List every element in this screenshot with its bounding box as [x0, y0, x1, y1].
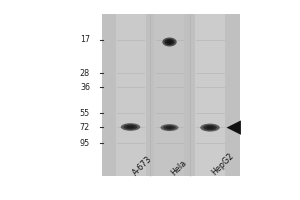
Ellipse shape [162, 38, 177, 46]
Ellipse shape [163, 125, 176, 130]
Ellipse shape [167, 40, 172, 44]
Ellipse shape [127, 125, 134, 129]
Text: 28: 28 [80, 68, 90, 77]
Text: HepG2: HepG2 [210, 151, 236, 177]
Bar [154, 14, 184, 176]
Ellipse shape [124, 124, 137, 130]
Text: 55: 55 [80, 108, 90, 117]
Text: 17: 17 [80, 36, 90, 45]
Polygon shape [226, 120, 241, 135]
Ellipse shape [164, 39, 175, 45]
Bar [102, 14, 240, 176]
Text: Hela: Hela [169, 158, 189, 177]
Ellipse shape [200, 124, 220, 132]
Bar [116, 14, 146, 176]
Ellipse shape [121, 123, 140, 131]
Ellipse shape [203, 125, 217, 130]
Ellipse shape [166, 126, 173, 129]
Text: 95: 95 [80, 138, 90, 148]
Text: 36: 36 [80, 83, 90, 92]
Ellipse shape [206, 126, 214, 129]
Ellipse shape [160, 124, 178, 131]
Text: 72: 72 [80, 122, 90, 132]
Text: A-673: A-673 [130, 154, 153, 177]
Bar [195, 14, 225, 176]
